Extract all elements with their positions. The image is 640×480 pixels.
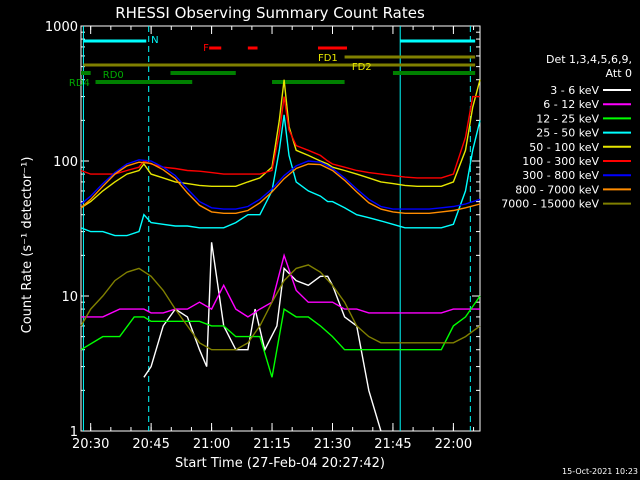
series-800-7000-keV-line bbox=[80, 161, 481, 214]
series-50-100-keV-line bbox=[80, 79, 481, 209]
plot-area: 20:30 20:45 21:00 21:15 21:30 21:45 22:00 1 10 10… bbox=[45, 20, 481, 452]
y-tick-label: 100 bbox=[53, 155, 78, 170]
series-100-300-keV-line bbox=[80, 95, 480, 179]
legend-label: 6 - 12 keV bbox=[543, 98, 599, 111]
legend-label: 25 - 50 keV bbox=[536, 127, 599, 140]
series-6-12-keV-line bbox=[81, 252, 480, 318]
y-axis-label: Count Rate (s⁻¹ detector⁻¹) bbox=[20, 157, 35, 334]
chart-title: RHESSI Observing Summary Count Rates bbox=[115, 4, 425, 22]
series-7000-15000-keV-line bbox=[80, 264, 481, 351]
legend-label: 3 - 6 keV bbox=[550, 84, 599, 97]
x-tick-label: 21:45 bbox=[374, 437, 411, 452]
y-tick-label: 1 bbox=[70, 425, 78, 440]
series-300-800-keV-line bbox=[80, 159, 481, 210]
annotation-fd2: FD2 bbox=[352, 62, 372, 73]
x-tick-label: 20:45 bbox=[132, 437, 169, 452]
legend-label: 300 - 800 keV bbox=[522, 169, 599, 182]
legend-label: 100 - 300 keV bbox=[522, 155, 599, 168]
x-tick-label: 21:00 bbox=[193, 437, 230, 452]
y-tick-label: 10 bbox=[61, 290, 78, 305]
series-12-25-keV-line bbox=[80, 295, 481, 378]
annotation-rd4: RD4 bbox=[69, 78, 90, 89]
annotation-f: F bbox=[203, 43, 209, 54]
legend-label: 12 - 25 keV bbox=[536, 112, 599, 125]
series-25-50-keV-line bbox=[80, 114, 481, 237]
series-3-6-keV-line bbox=[143, 242, 382, 432]
legend-header-att: Att 0 bbox=[606, 67, 632, 80]
x-tick-label: 21:30 bbox=[314, 437, 351, 452]
annotation-fd1: FD1 bbox=[318, 53, 338, 64]
legend-label: 800 - 7000 keV bbox=[515, 183, 599, 196]
footer-date: 15-Oct-2021 10:23 bbox=[562, 467, 638, 476]
x-axis-label: Start Time (27-Feb-04 20:27:42) bbox=[175, 456, 385, 471]
x-tick-label: 21:15 bbox=[253, 437, 290, 452]
legend-label: 7000 - 15000 keV bbox=[501, 198, 599, 211]
annotation-rd0: RD0 bbox=[103, 70, 124, 81]
legend-header: Det 1,3,4,5,6,9, bbox=[546, 53, 632, 66]
y-tick-label: 1000 bbox=[45, 20, 78, 35]
annotation-n: N bbox=[151, 35, 158, 46]
x-tick-label: 22:00 bbox=[435, 437, 472, 452]
x-tick-label: 20:30 bbox=[72, 437, 109, 452]
legend-label: 50 - 100 keV bbox=[529, 141, 599, 154]
